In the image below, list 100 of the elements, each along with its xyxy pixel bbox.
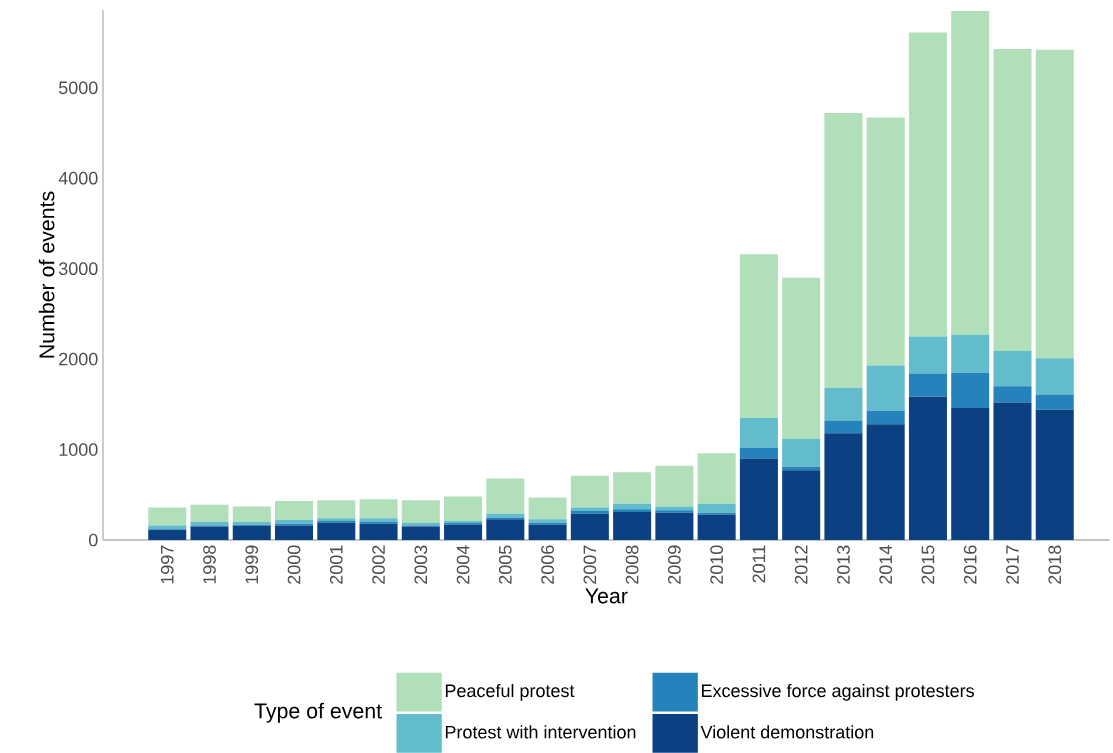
legend-label: Protest with intervention [445,725,636,739]
x-tick-label: 1999 [245,545,259,584]
bar [655,512,694,540]
x-axis-title: Year [585,588,628,604]
x-tick-label: 2014 [879,545,893,584]
bar [993,386,1032,403]
bar [866,365,905,411]
legend-title: Type of event [254,702,382,723]
bar [570,507,609,512]
y-tick-label: 3000 [58,262,98,276]
x-tick-label: 2001 [329,545,343,584]
bar [993,402,1032,540]
x-tick-label: 2007 [583,545,597,584]
bar [782,438,821,467]
bar [190,504,229,522]
bar [444,496,483,522]
x-tick-label: 2015 [921,545,935,584]
bar [908,32,947,337]
bar [824,433,863,540]
bar [317,500,356,519]
bar [951,407,990,540]
bar [190,526,229,540]
x-tick-label: 2005 [498,545,512,584]
x-tick-label: 2006 [541,545,554,584]
bar [401,500,440,523]
x-tick-label: 1997 [160,545,174,584]
bar [697,514,736,540]
y-tick-label: 4000 [58,171,98,185]
x-tick-label: 2011 [752,545,766,583]
y-tick-label: 5000 [58,81,98,95]
bar [739,447,778,459]
bar [613,503,652,510]
bar [1035,358,1074,395]
y-axis-title: Number of events [38,191,55,358]
bar [1035,394,1074,410]
bar [655,465,694,507]
bar [739,458,778,540]
bar [232,506,271,522]
bar [570,511,609,514]
x-tick-label: 2000 [287,545,301,584]
bar [655,510,694,513]
x-tick-label: 2018 [1048,545,1062,584]
bar [570,513,609,540]
y-tick-label: 0 [88,533,98,547]
bar [697,503,736,513]
bar [993,350,1032,387]
bar [824,420,863,434]
bar [528,497,567,520]
bar [317,522,356,540]
bar [697,453,736,504]
legend-label: Excessive force against protesters [702,683,974,701]
bar [824,388,863,421]
x-tick-label: 2009 [668,545,681,584]
x-tick-label: 2008 [625,545,639,584]
bar [908,396,947,540]
y-tick-label: 1000 [59,443,98,456]
x-tick-label: 2013 [837,545,850,584]
bar [951,372,990,408]
x-tick-label: 2002 [372,545,385,584]
x-tick-label: 2012 [794,545,808,584]
bar [613,472,652,504]
x-tick-label: 2010 [710,545,724,584]
x-tick-label: 1998 [203,545,216,584]
x-tick-label: 2004 [456,545,470,584]
bar [824,113,863,389]
bar [148,530,187,540]
bar [866,117,905,366]
legend-label: Violent demonstration [700,725,874,739]
bar [275,501,314,521]
bar [951,10,990,335]
legend-label: Peaceful protest [445,683,575,701]
bar [739,254,778,418]
bar [486,478,525,514]
bar [908,373,947,397]
bar [1035,49,1074,359]
bar [739,417,778,448]
bar [782,277,821,439]
bar [528,524,567,540]
bar [570,475,609,508]
bar [359,523,398,540]
bar [401,526,440,540]
bar [148,507,187,526]
bar [782,470,821,540]
bar [993,48,1032,351]
bar [444,524,483,540]
bar [486,519,525,540]
x-tick-label: 2016 [963,545,977,584]
bar [613,511,652,540]
bar [275,525,314,540]
bar [190,521,229,526]
y-tick-label: 2000 [59,352,98,366]
bar [866,410,905,425]
bar [232,525,271,540]
x-tick-label: 2003 [414,545,428,584]
bar [359,499,398,519]
x-tick-label: 2017 [1006,545,1019,584]
bar [951,334,990,373]
bar [908,336,947,374]
bar [613,509,652,512]
bar [1035,409,1074,540]
